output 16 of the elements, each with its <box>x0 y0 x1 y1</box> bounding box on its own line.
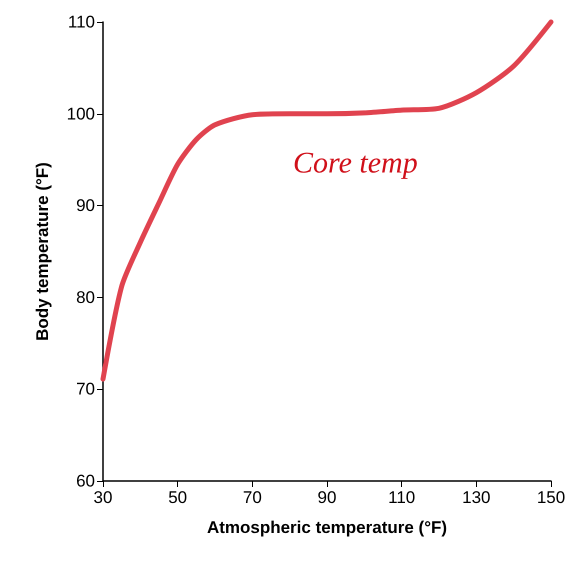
x-axis-title: Atmospheric temperature (°F) <box>206 518 448 537</box>
y-tick-label: 60 <box>76 472 95 490</box>
x-tick-label: 110 <box>388 488 416 507</box>
x-tick-label: 90 <box>318 488 336 507</box>
y-axis-title: Body temperature (°F) <box>33 162 52 341</box>
y-tick-label: 70 <box>76 380 95 399</box>
y-tick-label: 80 <box>76 288 95 307</box>
y-tick-label: 90 <box>76 196 95 216</box>
x-tick-label: 30 <box>94 488 112 507</box>
y-tick-label: 100 <box>66 104 95 124</box>
y-tick-label: 110 <box>68 12 95 32</box>
x-tick-label: 150 <box>536 488 566 507</box>
x-tick-label: 130 <box>462 488 491 507</box>
x-tick-label: 50 <box>168 488 188 507</box>
annotation: Core temp <box>293 146 418 180</box>
x-tick-label: 70 <box>242 488 262 507</box>
